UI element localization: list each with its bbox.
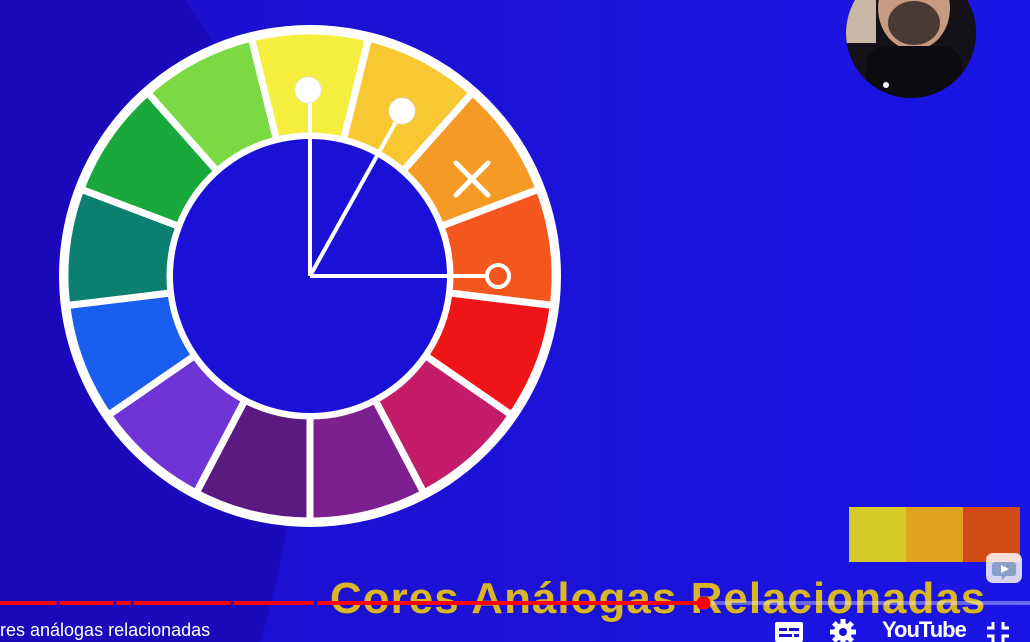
subtitles-icon[interactable] bbox=[772, 620, 806, 642]
chapter-break bbox=[130, 600, 134, 606]
chapter-break bbox=[314, 600, 318, 606]
video-caption: Cores Análogas Relacionadas bbox=[330, 574, 987, 623]
picture-in-picture-icon[interactable] bbox=[986, 553, 1022, 583]
marker-ring bbox=[485, 263, 511, 289]
progress-played bbox=[0, 601, 704, 605]
marker-dot bbox=[388, 97, 416, 125]
analogous-indicator bbox=[294, 76, 511, 289]
marker-dot bbox=[294, 76, 322, 104]
gear-icon[interactable] bbox=[828, 618, 858, 642]
chapter-break bbox=[56, 600, 60, 606]
progress-bar[interactable] bbox=[0, 597, 1030, 609]
chapter-breaks bbox=[56, 600, 318, 606]
chapter-break bbox=[113, 600, 117, 606]
color-wheel-segment bbox=[144, 34, 280, 175]
exit-fullscreen-icon[interactable] bbox=[984, 620, 1012, 642]
swatch-orange-red bbox=[963, 507, 1020, 562]
chapter-break bbox=[230, 600, 234, 606]
swatch-yellow bbox=[849, 507, 906, 562]
marker-x-icon bbox=[453, 160, 491, 198]
video-title: res análogas relacionadas bbox=[0, 620, 211, 640]
youtube-logo[interactable]: YouTube bbox=[882, 617, 967, 642]
progress-scrubber[interactable] bbox=[696, 597, 711, 609]
swatch-amber bbox=[906, 507, 963, 562]
